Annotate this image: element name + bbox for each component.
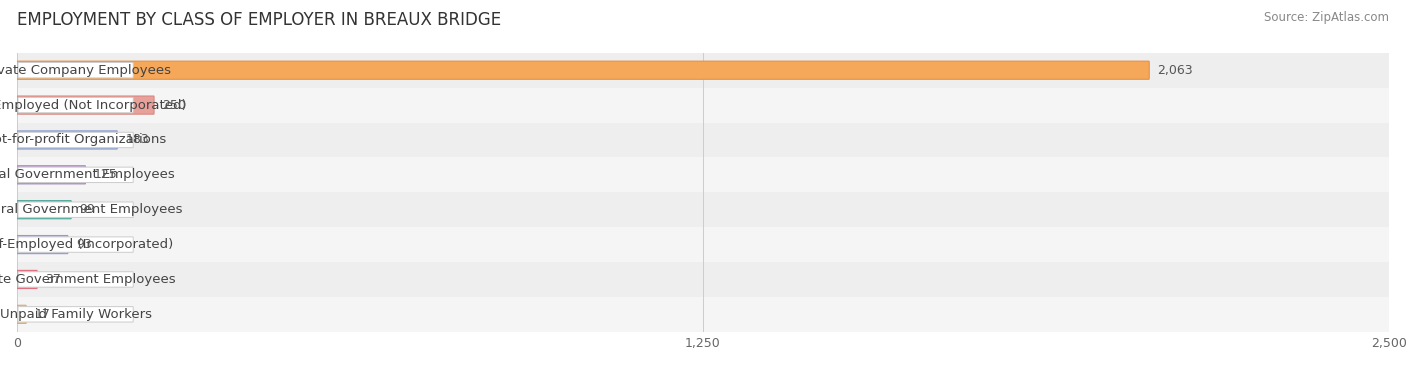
Text: 183: 183 <box>125 133 149 146</box>
Text: Self-Employed (Incorporated): Self-Employed (Incorporated) <box>0 238 173 251</box>
FancyBboxPatch shape <box>17 305 27 323</box>
Bar <box>17 158 1389 192</box>
FancyBboxPatch shape <box>18 97 134 113</box>
Text: 17: 17 <box>34 308 51 321</box>
FancyBboxPatch shape <box>17 201 72 219</box>
Bar <box>17 88 1389 123</box>
Text: Local Government Employees: Local Government Employees <box>0 169 174 181</box>
FancyBboxPatch shape <box>18 132 134 148</box>
Bar <box>17 262 1389 297</box>
FancyBboxPatch shape <box>18 307 134 322</box>
FancyBboxPatch shape <box>17 270 37 288</box>
FancyBboxPatch shape <box>17 131 117 149</box>
Text: 125: 125 <box>94 169 118 181</box>
FancyBboxPatch shape <box>18 272 134 287</box>
Text: 99: 99 <box>80 203 96 216</box>
Bar <box>17 123 1389 158</box>
Text: Source: ZipAtlas.com: Source: ZipAtlas.com <box>1264 11 1389 24</box>
Text: 37: 37 <box>45 273 62 286</box>
FancyBboxPatch shape <box>17 236 67 254</box>
Bar <box>17 192 1389 227</box>
FancyBboxPatch shape <box>18 237 134 252</box>
Text: 2,063: 2,063 <box>1157 64 1194 77</box>
FancyBboxPatch shape <box>18 167 134 182</box>
FancyBboxPatch shape <box>17 61 1149 79</box>
FancyBboxPatch shape <box>17 166 86 184</box>
Text: Not-for-profit Organizations: Not-for-profit Organizations <box>0 133 167 146</box>
Text: Private Company Employees: Private Company Employees <box>0 64 172 77</box>
Text: 250: 250 <box>162 99 186 112</box>
FancyBboxPatch shape <box>18 202 134 218</box>
FancyBboxPatch shape <box>18 63 134 78</box>
Text: Self-Employed (Not Incorporated): Self-Employed (Not Incorporated) <box>0 99 187 112</box>
Bar <box>17 297 1389 332</box>
Bar <box>17 227 1389 262</box>
Text: EMPLOYMENT BY CLASS OF EMPLOYER IN BREAUX BRIDGE: EMPLOYMENT BY CLASS OF EMPLOYER IN BREAU… <box>17 11 501 29</box>
Text: 93: 93 <box>76 238 91 251</box>
Text: Unpaid Family Workers: Unpaid Family Workers <box>0 308 152 321</box>
Text: State Government Employees: State Government Employees <box>0 273 176 286</box>
Text: Federal Government Employees: Federal Government Employees <box>0 203 183 216</box>
FancyBboxPatch shape <box>17 96 155 114</box>
Bar <box>17 53 1389 88</box>
